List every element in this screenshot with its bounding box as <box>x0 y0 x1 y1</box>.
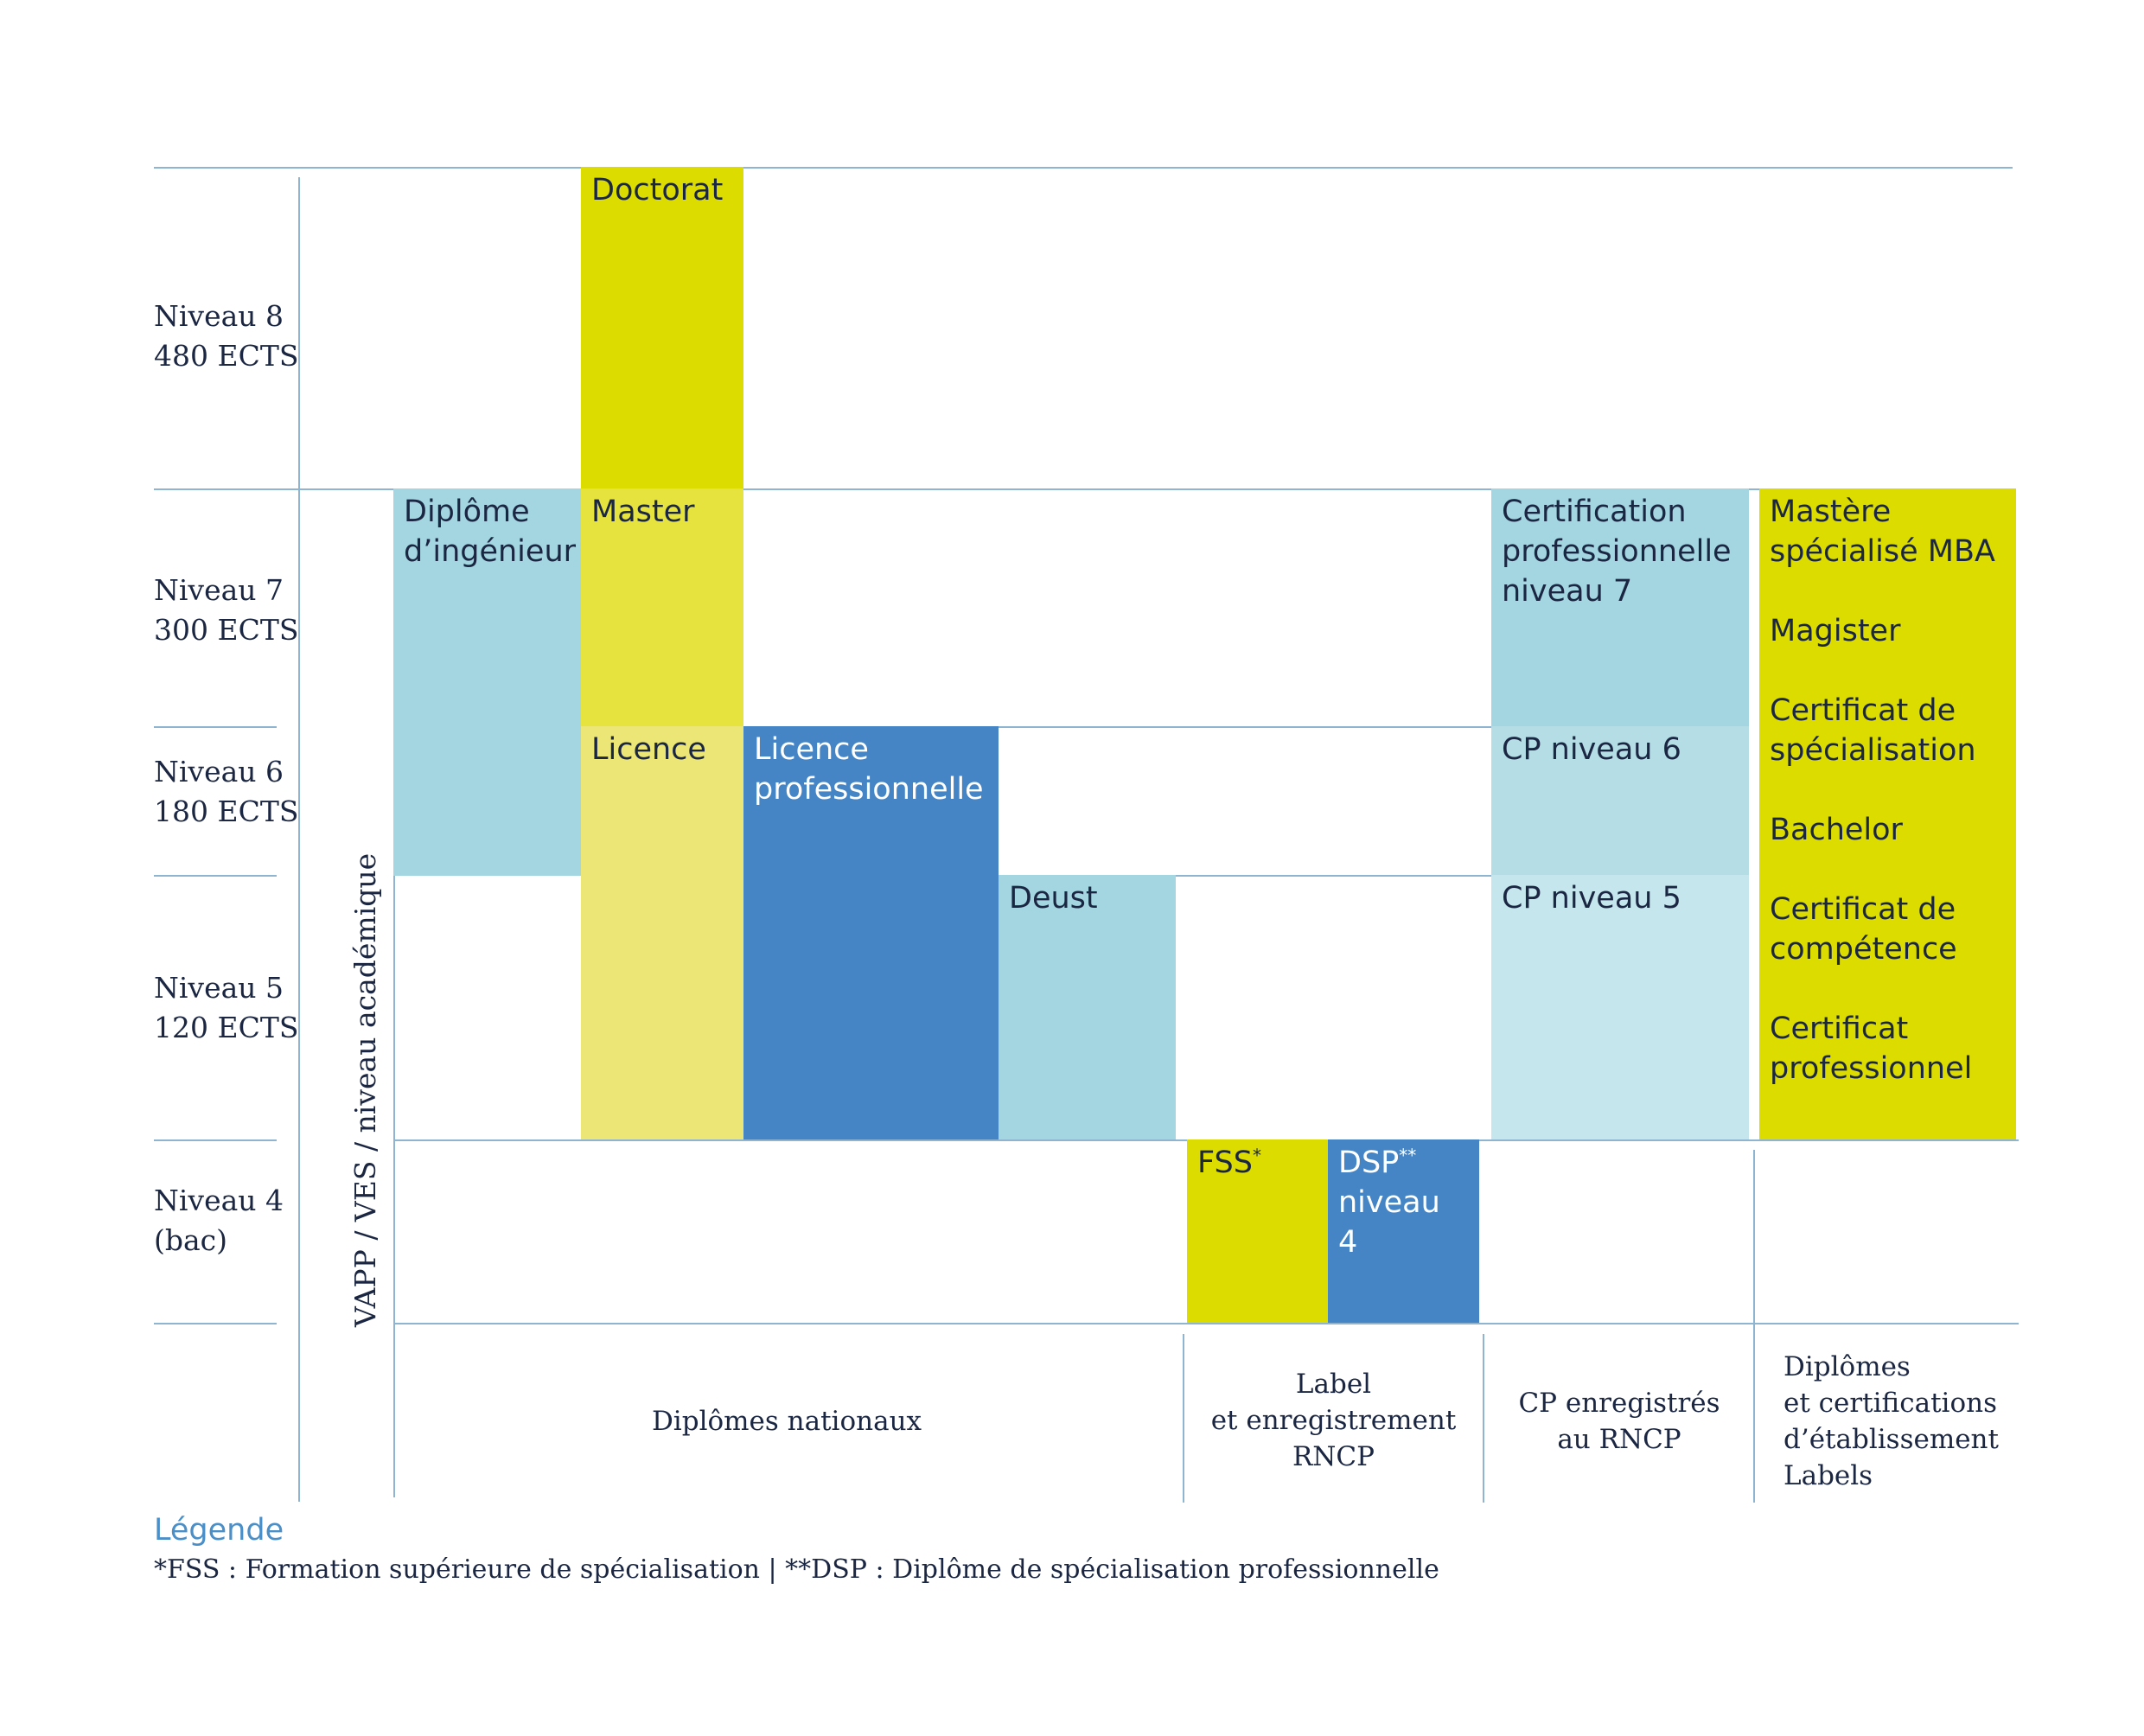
item-line1: Certificat <box>1770 1012 1909 1046</box>
cp7-line2: professionnelle <box>1502 534 1732 569</box>
level-7-label: Niveau 7 300 ECTS <box>154 571 301 650</box>
level-5-label: Niveau 5 120 ECTS <box>154 968 301 1048</box>
doctorat-block: Doctorat <box>581 167 743 488</box>
item-line1: Magister <box>1770 614 1901 648</box>
level-name: Niveau 7 <box>154 573 284 607</box>
level-name: Niveau 4 <box>154 1184 284 1217</box>
category-cp-line1: CP enregistrés <box>1518 1388 1720 1419</box>
etablissement-block: Mastère spécialisé MBA Magister Certific… <box>1759 488 2016 1139</box>
dsp-line2: niveau 4 <box>1338 1185 1440 1260</box>
level-5-rule-mid <box>1176 875 1491 877</box>
level-4-rule-left <box>154 1139 277 1141</box>
nationaux-left-line <box>393 875 395 1497</box>
legend-title: Légende <box>154 1513 284 1548</box>
licence-pro-line2: professionnelle <box>754 772 984 807</box>
category-etab-line3: d’établissement <box>1783 1424 1999 1455</box>
item-line1: Certificat de <box>1770 892 1956 927</box>
level-name: Niveau 6 <box>154 755 284 788</box>
dsp-line1: DSP** <box>1338 1143 1469 1183</box>
item-line2: spécialisé MBA <box>1770 534 1995 569</box>
licence-pro-block: Licence professionnelle <box>743 726 999 1139</box>
level-credits: 300 ECTS <box>154 613 299 647</box>
etablissement-item: Bachelor <box>1770 810 2006 850</box>
dsp-text: DSP <box>1338 1146 1400 1180</box>
doctorat-label: Doctorat <box>591 173 724 207</box>
etablissement-left-line <box>1753 1150 1755 1503</box>
fss-text: FSS <box>1197 1146 1253 1180</box>
category-etab-line4: Labels <box>1783 1460 1873 1491</box>
category-nationaux-label: Diplômes nationaux <box>651 1406 922 1437</box>
etablissement-item: Mastère spécialisé MBA <box>1770 492 2006 571</box>
cp6-label: CP niveau 6 <box>1502 732 1681 767</box>
level-4-label: Niveau 4 (bac) <box>154 1181 301 1261</box>
etablissement-item: Certificat de spécialisation <box>1770 691 2006 770</box>
item-line1: Bachelor <box>1770 813 1903 847</box>
cp-left-line <box>1483 1334 1484 1503</box>
category-nationaux: Diplômes nationaux <box>398 1403 1176 1439</box>
fss-mark: * <box>1252 1145 1261 1166</box>
licence-block: Licence <box>581 726 743 1139</box>
item-line1: Certificat de <box>1770 693 1956 728</box>
label-left-line <box>1183 1334 1184 1503</box>
diplome-ingenieur-block: Diplôme d’ingénieur <box>393 488 581 876</box>
vapp-axis-label: VAPP / VES / niveau académique <box>348 852 382 1327</box>
category-label-line3: RNCP <box>1292 1441 1375 1472</box>
fss-label: FSS* <box>1197 1143 1318 1183</box>
cp7-block: Certification professionnelle niveau 7 <box>1491 488 1749 726</box>
etablissement-item: Magister <box>1770 611 2006 651</box>
level-6-rule-left <box>154 726 277 728</box>
dsp-block: DSP** niveau 4 <box>1328 1139 1479 1323</box>
category-label-line1: Label <box>1295 1369 1372 1400</box>
dsp-mark: ** <box>1399 1145 1417 1166</box>
fss-block: FSS* <box>1187 1139 1328 1323</box>
level-name: Niveau 5 <box>154 971 284 1005</box>
level-credits: (bac) <box>154 1223 228 1257</box>
bottom-rule <box>393 1323 2019 1324</box>
diplome-ingenieur-line1: Diplôme <box>404 495 530 529</box>
master-label: Master <box>591 495 695 529</box>
item-line1: Mastère <box>1770 495 1892 529</box>
category-label-line2: et enregistrement <box>1210 1405 1457 1436</box>
legend-text: *FSS : Formation supérieure de spécialis… <box>154 1554 1439 1585</box>
deust-label: Deust <box>1009 881 1098 916</box>
level-credits: 120 ECTS <box>154 1011 299 1044</box>
deust-block: Deust <box>999 875 1176 1139</box>
category-etablissement: Diplômes et certifications d’établisseme… <box>1783 1349 2008 1494</box>
etablissement-item: Certificat de compétence <box>1770 890 2006 969</box>
level-6-label: Niveau 6 180 ECTS <box>154 752 301 832</box>
item-line2: spécialisation <box>1770 733 1976 768</box>
category-label-rncp: Label et enregistrement RNCP <box>1184 1366 1483 1475</box>
category-cp: CP enregistrés au RNCP <box>1485 1385 1753 1458</box>
etablissement-item: Certificat professionnel <box>1770 1009 2006 1088</box>
level-credits: 480 ECTS <box>154 339 299 373</box>
axis-line <box>298 177 300 1502</box>
category-cp-line2: au RNCP <box>1557 1424 1681 1455</box>
licence-label: Licence <box>591 732 706 767</box>
level-name: Niveau 8 <box>154 299 284 333</box>
cp7-line3: niveau 7 <box>1502 574 1633 609</box>
level-credits: 180 ECTS <box>154 795 299 828</box>
item-line2: compétence <box>1770 932 1957 967</box>
cp6-block: CP niveau 6 <box>1491 726 1749 875</box>
cp7-line1: Certification <box>1502 495 1687 529</box>
bottom-rule-left <box>154 1323 277 1324</box>
level-6-rule-mid <box>999 726 1491 728</box>
cp5-block: CP niveau 5 <box>1491 875 1749 1139</box>
top-rule <box>154 167 2013 169</box>
diplome-ingenieur-line2: d’ingénieur <box>404 534 577 569</box>
master-block: Master <box>581 488 743 726</box>
licence-pro-line1: Licence <box>754 732 869 767</box>
level-7-top-rule <box>154 488 2013 490</box>
cp5-label: CP niveau 5 <box>1502 881 1681 916</box>
level-5-rule-left <box>154 875 277 877</box>
category-etab-line2: et certifications <box>1783 1388 1997 1419</box>
item-line2: professionnel <box>1770 1051 1973 1086</box>
level-8-label: Niveau 8 480 ECTS <box>154 297 301 376</box>
category-etab-line1: Diplômes <box>1783 1351 1911 1382</box>
